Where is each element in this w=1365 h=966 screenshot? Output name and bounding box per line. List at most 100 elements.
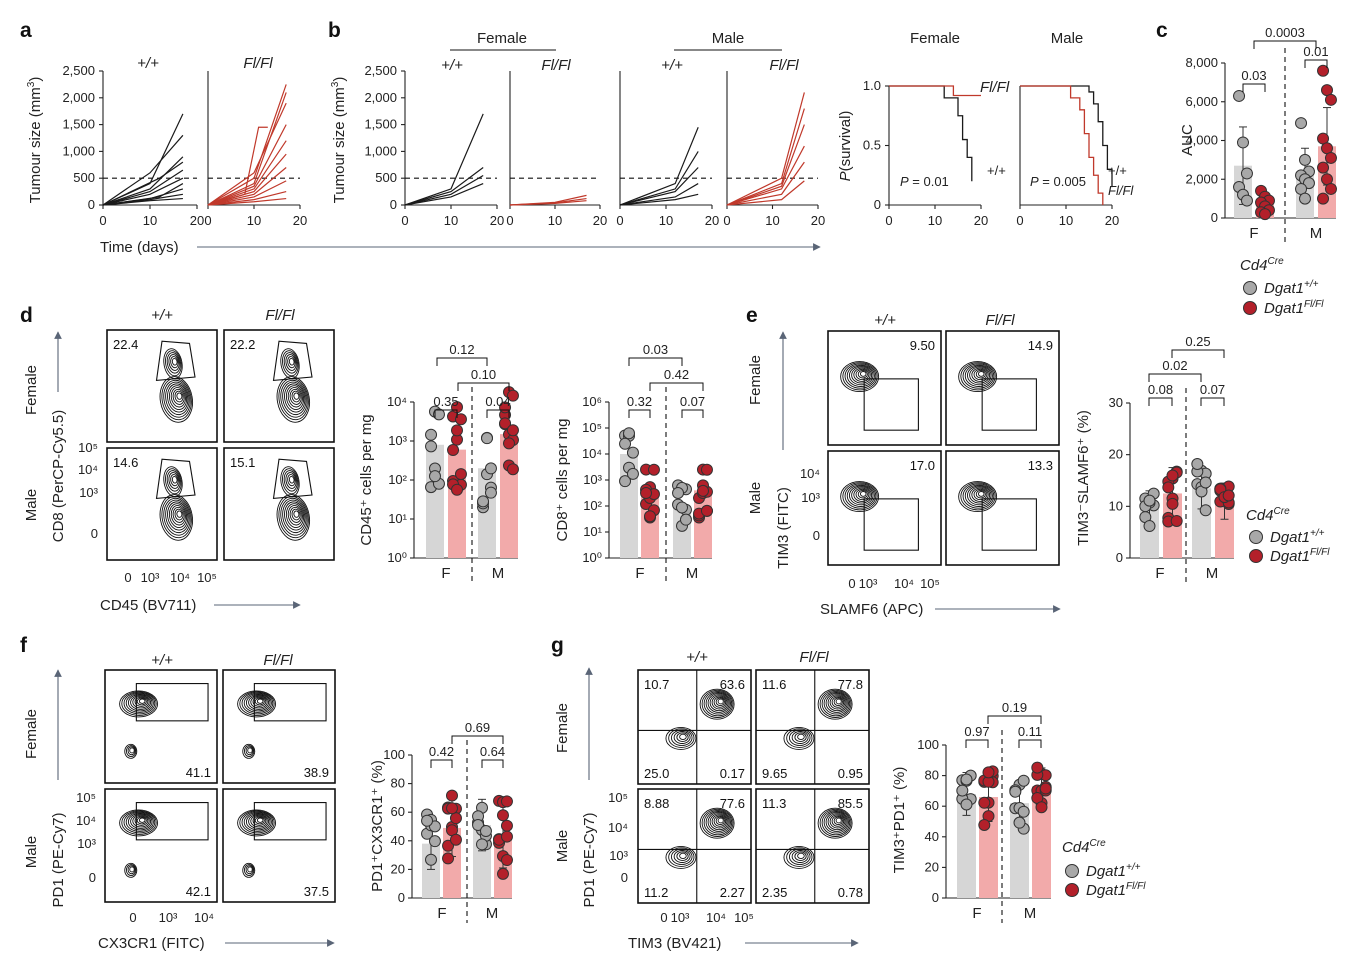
p-value-label: 0.12 — [449, 342, 474, 357]
quadrant-percentage: 0.17 — [720, 766, 745, 781]
flow-y-tick-label: 0 — [813, 528, 820, 543]
y-tick-label: 10⁰ — [582, 550, 602, 565]
flow-gate — [863, 378, 919, 431]
x-tick-label: 20 — [974, 213, 988, 228]
panel-g-row-female: Female — [554, 703, 571, 753]
flow-gate — [863, 498, 919, 551]
quadrant-percentage: 0.78 — [838, 885, 863, 900]
y-tick-label: 80 — [925, 768, 939, 783]
panel-e: +/+ Fl/Fl Female Male TIM3 (FITC) 9.50 14… — [747, 312, 1330, 618]
contour-line — [134, 815, 149, 826]
data-point — [1143, 494, 1156, 507]
p-value-label: 0.07 — [680, 394, 705, 409]
group-label: M — [1310, 225, 1323, 242]
contour-line — [132, 695, 150, 709]
panel-e-wt: +/+ — [874, 312, 896, 329]
x-tick-label: 20 — [293, 213, 307, 228]
panel-f-bar-ylabel: PD1⁺CX3CR1⁺ (%) — [369, 760, 386, 892]
contour-line — [703, 809, 733, 836]
y-tick-label: 10⁵ — [582, 420, 602, 435]
data-point — [1017, 774, 1030, 787]
tumour-growth-line — [102, 177, 184, 206]
data-point — [1317, 192, 1330, 205]
tumour-growth-line — [102, 156, 184, 206]
panel-e-bar-ylabel: TIM3⁻SLAMF6⁺ (%) — [1075, 410, 1092, 546]
panel-g-flow-plots: 10.7 63.6 25.0 0.17 11.6 77.8 9.65 0.95 8.88 77.6… — [608, 669, 870, 925]
contour-line — [254, 697, 265, 706]
contour-line — [977, 491, 985, 497]
quadrant-percentage: 9.65 — [762, 766, 787, 781]
group-label: F — [635, 565, 644, 582]
cd45-ylabel: CD45⁺ cells per mg — [358, 414, 375, 545]
panel-d: +/+ Fl/Fl Female Male CD8 (PerCP-Cy5.5) … — [23, 307, 713, 614]
flow-plot-frame — [222, 669, 336, 784]
data-point — [647, 463, 660, 476]
survival-curve — [1020, 85, 1104, 205]
contour-line — [123, 692, 156, 715]
significance-bracket — [965, 739, 989, 748]
flow-x-tick-label: 10⁵ — [734, 910, 754, 925]
flow-plot-frame — [945, 450, 1060, 566]
tumour-growth-line — [619, 167, 699, 206]
panel-a-yaxis-ticks: 0 500 1,000 1,500 2,000 2,500 — [62, 63, 104, 212]
contour-line — [827, 694, 847, 712]
legend-e-wt: Dgat1+/+ — [1270, 528, 1325, 546]
quadrant-percentage: 2.35 — [762, 885, 787, 900]
panel-g-bar-ylabel: TIM3⁺PD1⁺ (%) — [891, 767, 908, 874]
p-value-label: 0.10 — [471, 367, 496, 382]
p-value-label: 0.35 — [433, 394, 458, 409]
panel-f-chart: 0 20 40 60 80 100 F M 0.42 0.64 0.69 — [383, 720, 513, 923]
contour-line — [124, 743, 138, 759]
legend-g-wt: Dgat1+/+ — [1086, 862, 1141, 880]
contour-line — [851, 486, 873, 504]
y-tick-label: 60 — [391, 804, 405, 819]
panel-b-male-header: Male — [712, 30, 745, 47]
gate-percentage: 17.0 — [910, 458, 935, 473]
data-point — [640, 487, 653, 500]
group-label: F — [972, 905, 981, 922]
flow-plot-frame — [104, 788, 218, 903]
data-point — [1222, 489, 1235, 502]
panel-f-row-female: Female — [23, 709, 40, 759]
flow-x-tick-label: 10³ — [671, 910, 690, 925]
surv-f-pvalue: P = 0.01 — [900, 174, 949, 189]
y-tick-label: 10¹ — [583, 524, 602, 539]
quadrant-percentage: 85.5 — [838, 796, 863, 811]
panel-f-wt: +/+ — [151, 652, 173, 669]
contour-line — [280, 379, 308, 418]
flow-plot-frame — [222, 788, 336, 903]
contour-line — [791, 850, 809, 863]
contour-line — [962, 483, 995, 509]
x-tick-label: 10 — [765, 213, 779, 228]
contour-line — [165, 468, 182, 495]
gate-percentage: 14.9 — [1028, 338, 1053, 353]
significance-bracket — [681, 409, 704, 418]
panel-e-fl: Fl/Fl — [985, 312, 1015, 329]
tumour-growth-line — [207, 153, 287, 206]
p-value-label: 0.42 — [429, 744, 454, 759]
panel-d-row-female: Female — [23, 365, 40, 415]
panel-b-plot-female-wt: 0 10 20 — [401, 113, 504, 228]
group-label: F — [1249, 225, 1258, 242]
contour-line — [254, 816, 265, 825]
panel-b-m-fl: Fl/Fl — [769, 57, 799, 74]
flow-x-tick-label: 0 — [848, 576, 855, 591]
data-point — [428, 835, 441, 848]
panel-g-row-male: Male — [554, 830, 571, 863]
gate-percentage: 41.1 — [186, 765, 211, 780]
tumour-growth-line — [726, 145, 805, 206]
contour-line — [786, 728, 813, 748]
contour-line — [958, 361, 998, 393]
x-tick-label: 0 — [885, 213, 892, 228]
flow-x-tick-label: 0 — [660, 910, 667, 925]
quadrant-percentage: 8.88 — [644, 796, 669, 811]
contour-line — [831, 815, 845, 827]
quadrant-percentage: 77.6 — [720, 796, 745, 811]
contour-line — [250, 695, 268, 709]
contour-line — [679, 852, 687, 860]
x-tick-label: 0 — [723, 213, 730, 228]
data-point — [506, 424, 519, 437]
y-tick-label: 10⁴ — [582, 446, 602, 461]
flow-x-tick-label: 10⁴ — [894, 576, 914, 591]
data-point — [446, 789, 458, 802]
